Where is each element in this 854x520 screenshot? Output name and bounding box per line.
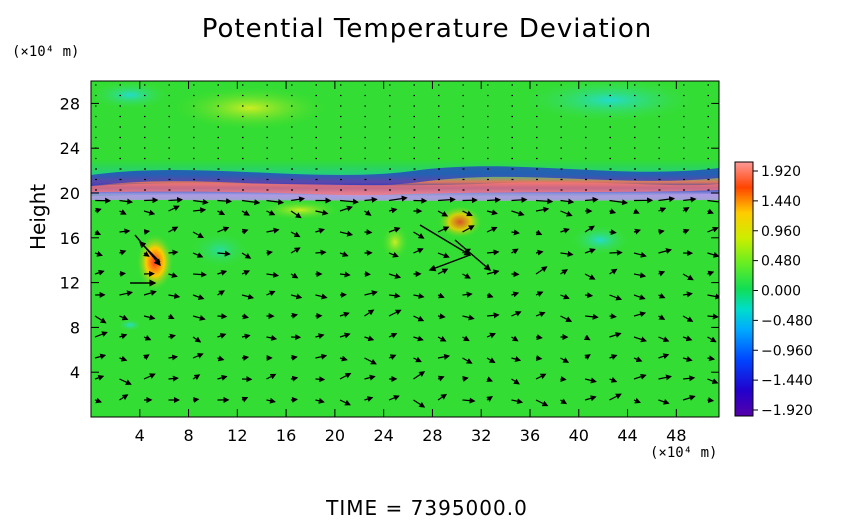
x-tick-label: 16: [276, 426, 296, 445]
time-footer: TIME = 7395000.0: [0, 496, 854, 520]
colorbar-label: 0.480: [761, 254, 801, 270]
colorbar-label: −0.960: [761, 343, 813, 359]
x-tick-label: 48: [666, 426, 686, 445]
x-tick-label: 24: [373, 426, 393, 445]
velocity-arrow: [291, 399, 297, 400]
colorbar-label: 1.440: [761, 194, 801, 210]
x-tick-label: 8: [183, 426, 193, 445]
velocity-arrow: [193, 399, 198, 400]
velocity-arrow: [610, 252, 622, 253]
colorbar-label: −1.920: [761, 403, 813, 419]
y-tick-label: 12: [60, 274, 80, 293]
velocity-arrow: [365, 232, 372, 233]
x-tick-label: 4: [135, 426, 145, 445]
velocity-arrow: [218, 316, 227, 317]
x-tick-label: 40: [569, 426, 589, 445]
velocity-arrow: [193, 274, 206, 275]
x-tick-label: 20: [325, 426, 345, 445]
velocity-arrow: [610, 316, 616, 317]
velocity-arrow: [487, 200, 500, 201]
velocity-arrow: [610, 232, 616, 233]
x-tick-label: 28: [422, 426, 442, 445]
velocity-arrow: [169, 200, 182, 201]
colorbar-label: −1.440: [761, 373, 813, 389]
colorbar-label: 1.920: [761, 164, 801, 180]
colorbar-label: 0.000: [761, 284, 801, 300]
velocity-arrow: [708, 400, 713, 401]
x-tick-label: 44: [617, 426, 637, 445]
x-tick-label: 36: [520, 426, 540, 445]
y-tick-label: 24: [60, 139, 80, 158]
y-tick-label: 16: [60, 229, 80, 248]
velocity-arrow: [316, 379, 325, 380]
velocity-arrow: [316, 252, 326, 253]
y-tick-label: 8: [70, 318, 80, 337]
colorbar-ticks: 1.920 1.440 0.960 0.480 0.000 −0.480 −0.960 −1.…: [753, 164, 813, 419]
velocity-arrow: [536, 358, 541, 359]
heatmap-field: [90, 78, 724, 417]
colorbar-label: −0.480: [761, 313, 813, 329]
velocity-arrow: [144, 231, 149, 232]
velocity-arrow: [585, 295, 592, 296]
colorbar: [735, 162, 753, 416]
velocity-arrow: [120, 273, 125, 274]
y-tick-label: 28: [60, 94, 80, 113]
x-tick-label: 12: [227, 426, 247, 445]
y-tick-label: 4: [70, 363, 80, 382]
y-tick-label: 20: [60, 184, 80, 203]
x-tick-label: 32: [471, 426, 491, 445]
velocity-arrow: [242, 357, 248, 358]
colorbar-label: 0.960: [761, 224, 801, 240]
